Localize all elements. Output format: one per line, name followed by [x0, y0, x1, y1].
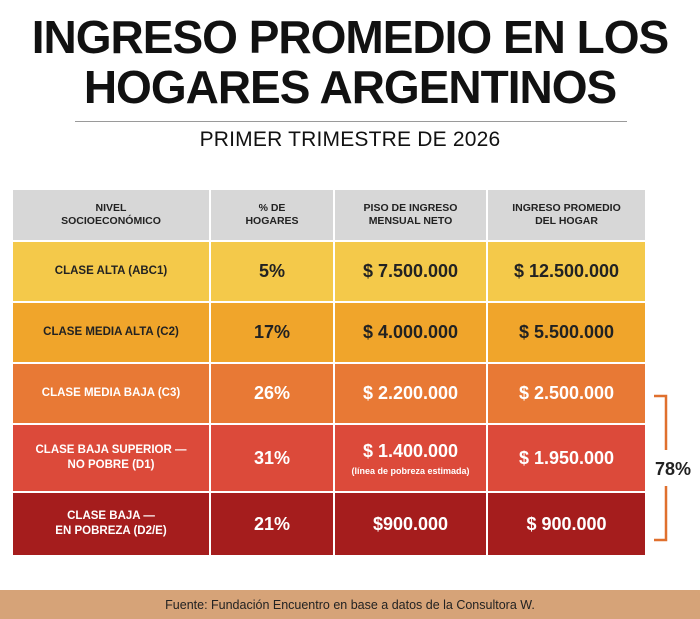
header-text: PISO DE INGRESO [363, 202, 458, 214]
table-row: CLASE ALTA (ABC1) 5% $ 7.500.000 $ 12.50… [13, 242, 645, 303]
header-text: MENSUAL NETO [368, 215, 453, 227]
header-text: HOGARES [245, 215, 299, 227]
floor-cell: $900.000 [335, 493, 488, 557]
floor-cell: $ 4.000.000 [335, 303, 488, 364]
table-row: CLASE MEDIA BAJA (C3) 26% $ 2.200.000 $ … [13, 364, 645, 425]
header-text: % DE [258, 202, 286, 214]
avg-cell: $ 12.500.000 [488, 242, 645, 303]
pct-cell: 21% [211, 493, 335, 557]
title-line-1: INGRESO PROMEDIO EN LOS [31, 11, 669, 63]
avg-cell: $ 5.500.000 [488, 303, 645, 364]
class-label: CLASE BAJA — [67, 510, 155, 522]
class-label: NO POBRE (D1) [67, 459, 155, 471]
pct-cell: 31% [211, 425, 335, 493]
avg-cell: $ 900.000 [488, 493, 645, 557]
floor-cell: $ 1.400.000 (línea de pobreza estimada) [335, 425, 488, 493]
pct-cell: 5% [211, 242, 335, 303]
header-promedio: INGRESO PROMEDIO DEL HOGAR [488, 190, 645, 242]
header-text: SOCIOECONÓMICO [61, 215, 161, 227]
floor-value: $ 1.400.000 [362, 440, 459, 461]
header-text: NIVEL [95, 202, 127, 214]
class-label: EN POBREZA (D2/E) [55, 525, 167, 537]
poverty-line-note: (línea de pobreza estimada) [351, 465, 470, 476]
page-title: INGRESO PROMEDIO EN LOS HOGARES ARGENTIN… [0, 12, 700, 112]
class-label: CLASE ALTA (ABC1) [54, 265, 168, 277]
class-cell: CLASE BAJA SUPERIOR — NO POBRE (D1) [13, 425, 211, 493]
class-label: CLASE BAJA SUPERIOR — [35, 444, 187, 456]
pct-cell: 26% [211, 364, 335, 425]
avg-cell: $ 2.500.000 [488, 364, 645, 425]
class-cell: CLASE MEDIA BAJA (C3) [13, 364, 211, 425]
header-pct: % DE HOGARES [211, 190, 335, 242]
grouping-bracket [654, 394, 668, 542]
header-text: DEL HOGAR [535, 215, 598, 227]
floor-cell: $ 2.200.000 [335, 364, 488, 425]
avg-cell: $ 1.950.000 [488, 425, 645, 493]
pct-cell: 17% [211, 303, 335, 364]
class-cell: CLASE MEDIA ALTA (C2) [13, 303, 211, 364]
title-line-2: HOGARES ARGENTINOS [83, 61, 617, 113]
class-label: CLASE MEDIA ALTA (C2) [43, 326, 179, 338]
table-row: CLASE BAJA SUPERIOR — NO POBRE (D1) 31% … [13, 425, 645, 493]
bracket-percentage: 78% [655, 459, 692, 479]
income-table: NIVEL SOCIOECONÓMICO % DE HOGARES PISO D… [13, 190, 645, 557]
source-footer: Fuente: Fundación Encuentro en base a da… [0, 590, 700, 619]
subtitle: PRIMER TRIMESTRE DE 2026 [199, 128, 501, 151]
floor-cell: $ 7.500.000 [335, 242, 488, 303]
header-nivel: NIVEL SOCIOECONÓMICO [13, 190, 211, 242]
class-cell: CLASE BAJA — EN POBREZA (D2/E) [13, 493, 211, 557]
table-row: CLASE BAJA — EN POBREZA (D2/E) 21% $900.… [13, 493, 645, 557]
header-text: INGRESO PROMEDIO [512, 202, 621, 214]
table-row: CLASE MEDIA ALTA (C2) 17% $ 4.000.000 $ … [13, 303, 645, 364]
header-piso: PISO DE INGRESO MENSUAL NETO [335, 190, 488, 242]
title-divider [75, 121, 627, 122]
table-header-row: NIVEL SOCIOECONÓMICO % DE HOGARES PISO D… [13, 190, 645, 242]
class-cell: CLASE ALTA (ABC1) [13, 242, 211, 303]
class-label: CLASE MEDIA BAJA (C3) [41, 387, 181, 399]
